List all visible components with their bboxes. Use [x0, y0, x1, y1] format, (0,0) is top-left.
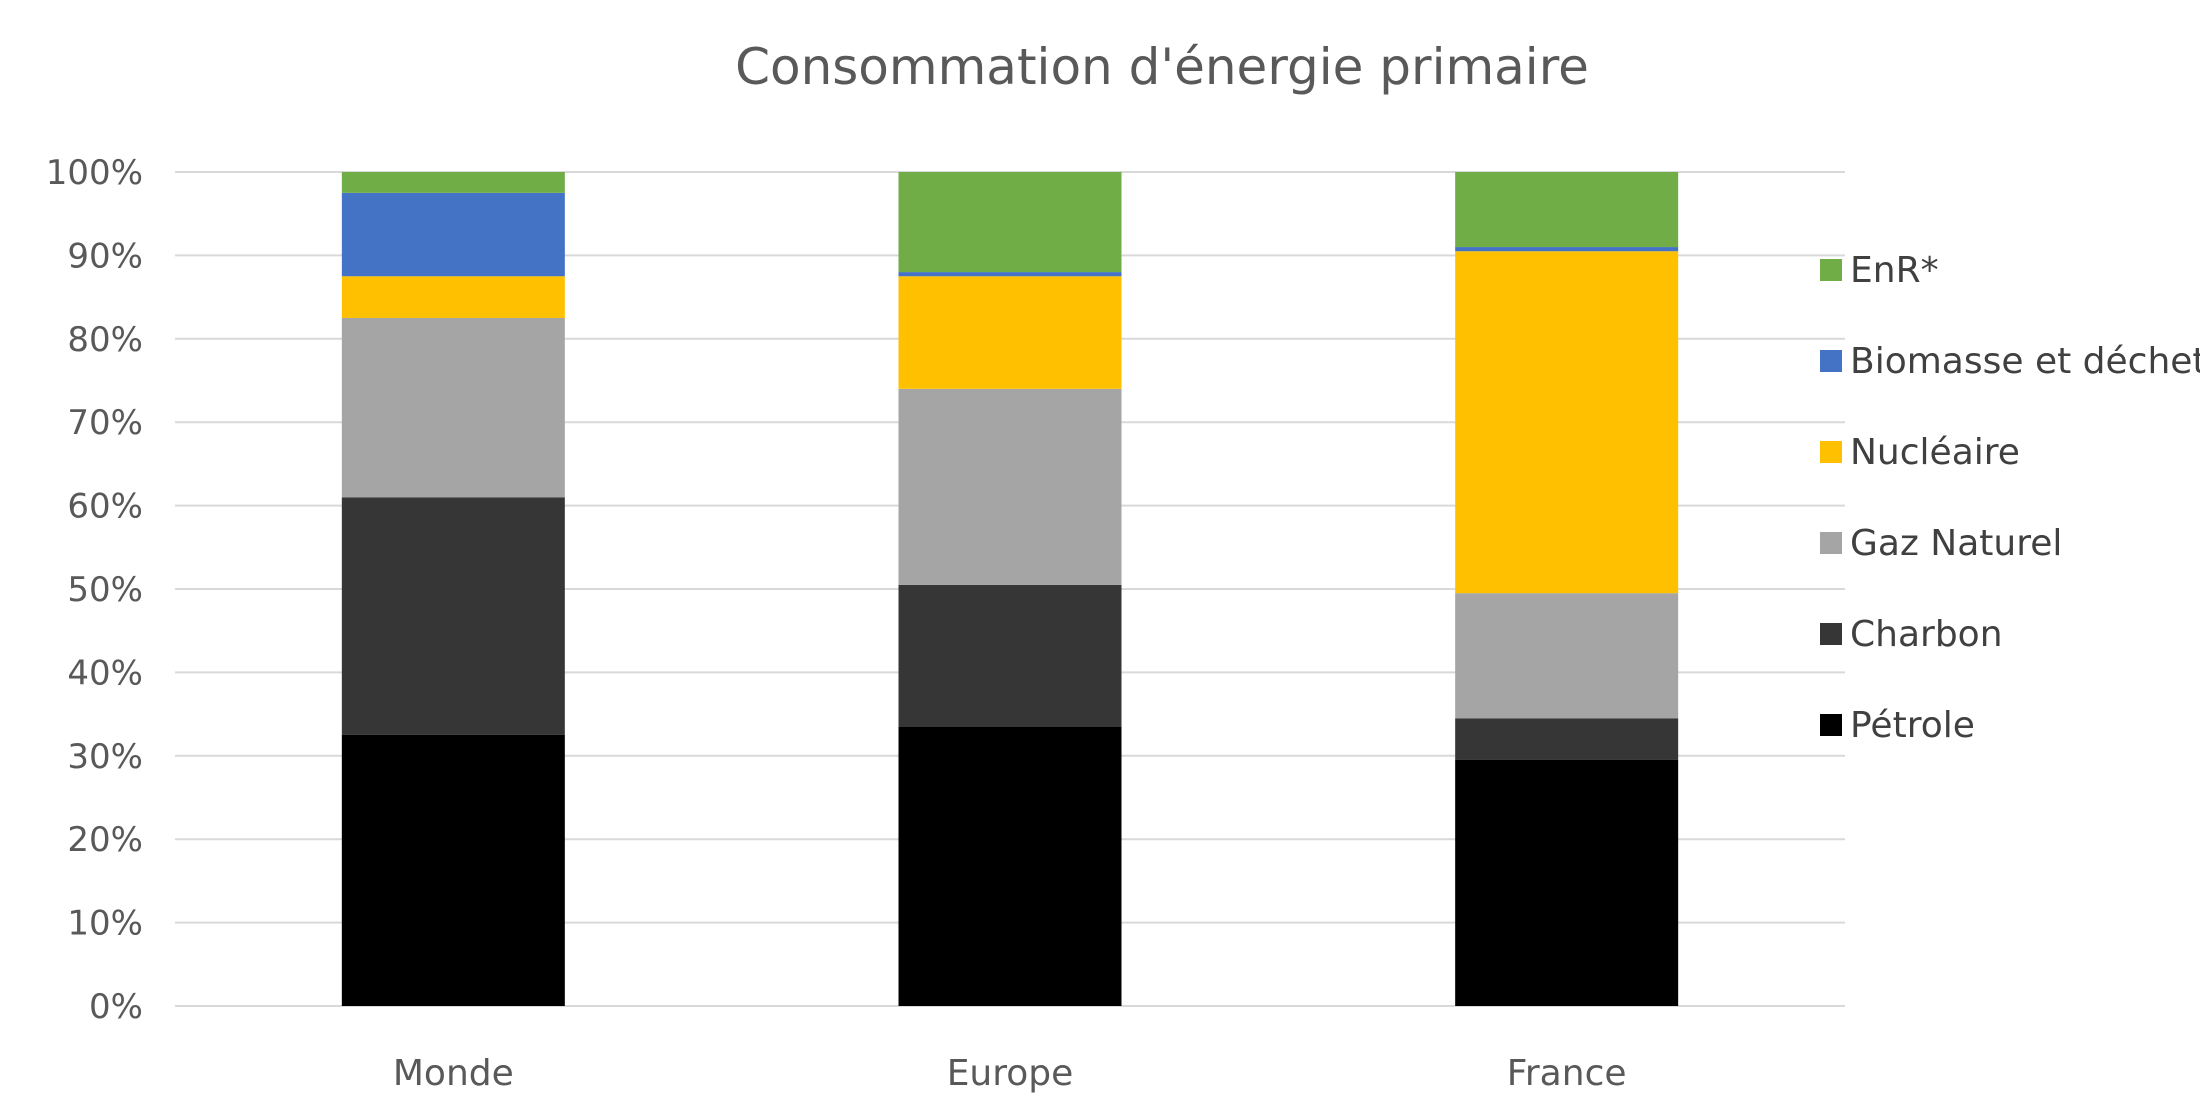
x-category-label: Europe: [947, 1053, 1074, 1094]
y-tick-label: 30%: [67, 737, 143, 777]
legend-swatch: [1820, 532, 1842, 554]
legend-label: Nucléaire: [1850, 432, 2020, 473]
bar-segment-france-1: [1455, 718, 1679, 760]
legend-swatch: [1820, 350, 1842, 372]
x-axis-categories: Monde Europe France: [393, 1053, 1627, 1094]
bar-segment-france-2: [1455, 593, 1679, 719]
legend-swatch: [1820, 623, 1842, 645]
legend: EnR* Biomasse et déchets Nucléaire Gaz Natu…: [1820, 250, 2200, 746]
bar-segment-europe-0: [898, 726, 1122, 1006]
bar-segment-monde-1: [341, 497, 565, 735]
legend-swatch: [1820, 259, 1842, 281]
y-tick-label: 10%: [67, 904, 143, 944]
bar-segment-europe-5: [898, 172, 1122, 273]
legend-label: Biomasse et déchets: [1850, 341, 2200, 382]
legend-swatch: [1820, 714, 1842, 736]
bar-segment-monde-4: [341, 192, 565, 277]
bar-segment-europe-3: [898, 276, 1122, 389]
bar-segment-france-5: [1455, 172, 1679, 248]
y-tick-label: 70%: [67, 403, 143, 443]
y-tick-label: 80%: [67, 320, 143, 360]
y-tick-label: 20%: [67, 820, 143, 860]
y-tick-label: 100%: [46, 153, 143, 193]
bar-segment-monde-3: [341, 276, 565, 318]
x-category-label: France: [1507, 1053, 1627, 1094]
bar-segment-monde-2: [341, 317, 565, 498]
legend-swatch: [1820, 441, 1842, 463]
chart-title: Consommation d'énergie primaire: [735, 38, 1589, 96]
bar-segment-france-0: [1455, 759, 1679, 1006]
legend-label: Charbon: [1850, 614, 2003, 655]
y-tick-label: 60%: [67, 487, 143, 527]
bars: [341, 172, 1679, 1006]
y-tick-label: 40%: [67, 653, 143, 693]
legend-label: Gaz Naturel: [1850, 523, 2062, 564]
legend-label: EnR*: [1850, 250, 1939, 291]
bar-segment-europe-4: [898, 272, 1122, 277]
y-tick-label: 50%: [67, 570, 143, 610]
legend-label: Pétrole: [1850, 705, 1975, 746]
y-axis-ticks: 0% 10% 20% 30% 40% 50% 60% 70% 80% 90% 100%: [46, 153, 143, 1027]
bar-segment-france-3: [1455, 251, 1679, 594]
bar-segment-monde-5: [341, 172, 565, 193]
bar-segment-europe-2: [898, 388, 1122, 585]
bar-segment-monde-0: [341, 734, 565, 1006]
x-category-label: Monde: [393, 1053, 514, 1094]
y-tick-label: 90%: [67, 236, 143, 276]
bar-segment-france-4: [1455, 247, 1679, 252]
y-tick-label: 0%: [89, 987, 143, 1027]
bar-segment-europe-1: [898, 584, 1122, 727]
